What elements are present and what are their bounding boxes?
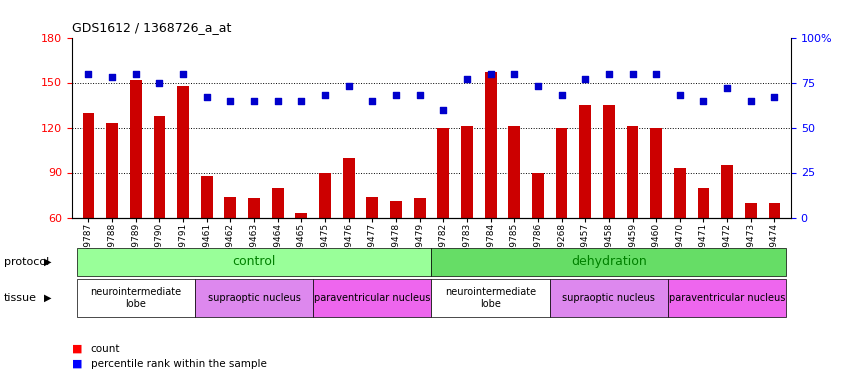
Bar [651,128,662,218]
Point [626,70,640,76]
Bar [201,176,212,217]
Bar [107,123,118,218]
Point [389,92,403,98]
Text: percentile rank within the sample: percentile rank within the sample [91,359,266,369]
Point [129,70,142,76]
Bar [414,198,426,217]
Text: ▶: ▶ [44,256,52,267]
Bar [722,165,733,218]
Bar [580,105,591,218]
Point [176,70,190,76]
Point [744,98,757,104]
Bar [390,201,402,217]
Bar [627,126,639,218]
Point [484,70,497,76]
Point [247,98,261,104]
Bar [461,126,473,218]
Point [318,92,332,98]
Text: tissue: tissue [4,293,37,303]
Bar [130,80,141,218]
Text: paraventricular nucleus: paraventricular nucleus [669,293,785,303]
Point [342,83,355,89]
Bar [674,168,686,217]
Bar [603,105,615,218]
Point [152,80,166,86]
Point [531,83,545,89]
Text: count: count [91,344,120,354]
Point [767,94,781,100]
Point [437,106,450,112]
Point [223,98,237,104]
Point [294,98,308,104]
Point [413,92,426,98]
Bar [698,188,710,218]
Bar [744,202,756,217]
Point [602,70,616,76]
Bar [343,158,354,218]
Bar [248,198,260,217]
Point [271,98,284,104]
Point [82,70,96,76]
Point [697,98,711,104]
Point [460,76,474,82]
Text: supraoptic nucleus: supraoptic nucleus [207,293,300,303]
Point [200,94,213,100]
Bar [295,213,307,217]
Bar [153,116,165,218]
Bar [366,196,378,217]
Text: ■: ■ [72,359,82,369]
Text: protocol: protocol [4,256,49,267]
Point [555,92,569,98]
Point [579,76,592,82]
Bar [508,126,520,218]
Point [721,85,734,91]
Bar [437,128,449,218]
Text: GDS1612 / 1368726_a_at: GDS1612 / 1368726_a_at [72,21,231,34]
Bar [768,202,780,217]
Bar [177,86,189,218]
Point [106,74,119,80]
Text: supraoptic nucleus: supraoptic nucleus [563,293,656,303]
Bar [224,196,236,217]
Text: dehydration: dehydration [571,255,646,268]
Text: paraventricular nucleus: paraventricular nucleus [314,293,431,303]
Point [650,70,663,76]
Text: neurointermediate
lobe: neurointermediate lobe [91,287,181,309]
Point [508,70,521,76]
Point [673,92,687,98]
Bar [556,128,568,218]
Bar [532,172,544,217]
Bar [83,112,95,218]
Text: neurointermediate
lobe: neurointermediate lobe [445,287,536,309]
Point [365,98,379,104]
Text: ▶: ▶ [44,293,52,303]
Bar [485,72,497,217]
Text: control: control [233,255,276,268]
Text: ■: ■ [72,344,82,354]
Bar [272,188,283,218]
Bar [319,172,331,217]
